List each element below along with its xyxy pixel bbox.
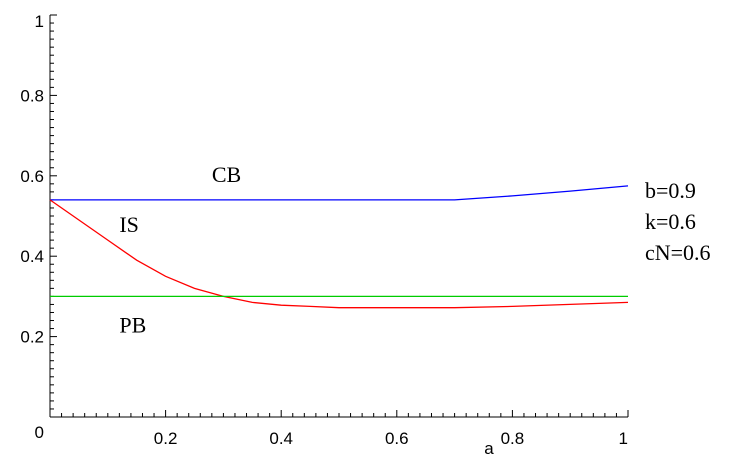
x-tick-label: 0.2	[154, 429, 178, 448]
parameter-annotation: b=0.9	[645, 178, 696, 203]
x-tick-label: 0.8	[501, 429, 525, 448]
x-tick-label: 0.6	[385, 429, 409, 448]
y-tick-label: 0	[35, 423, 44, 442]
series-labels: CB IS PB	[119, 162, 241, 338]
series-label-cb: CB	[212, 162, 241, 187]
parameter-annotations: b=0.9 k=0.6 cN=0.6	[645, 178, 711, 265]
y-tick-label: 0.2	[20, 328, 44, 347]
y-tick-label: 0.8	[20, 86, 44, 105]
parameter-annotation: cN=0.6	[645, 240, 711, 265]
x-tick-label: 0.4	[269, 429, 293, 448]
parameter-annotation: k=0.6	[645, 209, 696, 234]
y-tick-label: 0.6	[20, 167, 44, 186]
series-label-is: IS	[119, 212, 139, 237]
x-tick-label: 1	[619, 429, 628, 448]
series-label-pb: PB	[119, 313, 146, 338]
y-tick-label: 0.4	[20, 247, 44, 266]
x-ticks: 0.2 0.4 0.6 0.8 1	[154, 429, 628, 448]
y-ticks: 0 0.2 0.4 0.6 0.8 1	[20, 12, 44, 442]
series-line-is	[49, 199, 629, 309]
series-line-cb	[50, 185, 629, 201]
x-axis-label: a	[484, 439, 494, 457]
y-tick-label: 1	[35, 12, 44, 31]
axes	[49, 14, 629, 418]
series-lines	[49, 185, 629, 309]
